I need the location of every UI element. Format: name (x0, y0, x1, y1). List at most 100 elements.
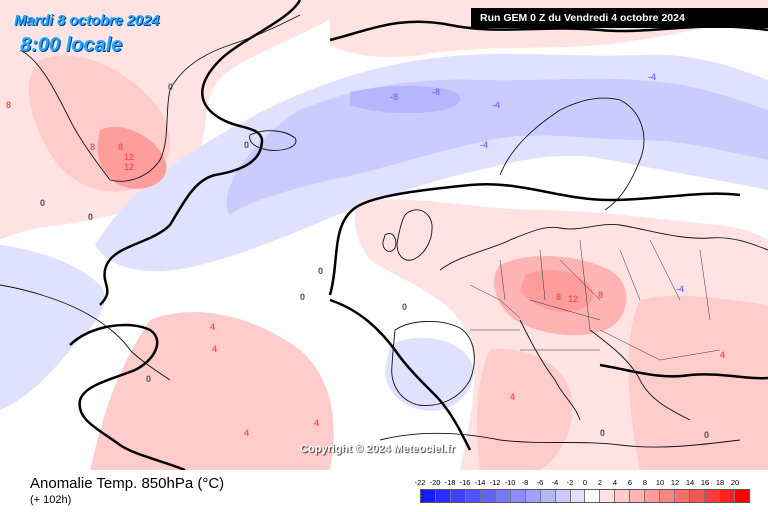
contour-value-label: 8 (90, 142, 95, 152)
color-scale-bin (540, 490, 556, 502)
contour-value-label: 0 (244, 140, 249, 150)
forecast-lead-time: (+ 102h) (30, 494, 72, 506)
cold-anomaly-scandinavia (226, 78, 768, 215)
color-scale-bin (585, 490, 601, 502)
contour-value-label: -8 (390, 92, 398, 102)
color-scale-bin (645, 490, 661, 502)
forecast-local-time: 8:00 locale (20, 34, 123, 56)
contour-value-label: 0 (318, 266, 323, 276)
legend-tick-label: 12 (670, 478, 680, 487)
color-scale-bar (420, 489, 750, 503)
color-scale-bin (570, 490, 586, 502)
contour-value-label: 4 (720, 350, 725, 360)
warm-anomaly-alps-core (520, 269, 594, 312)
color-scale-bin (705, 490, 721, 502)
color-scale-bin (495, 490, 511, 502)
contour-value-label: 0 (600, 428, 605, 438)
cold-anomaly-iberia (385, 337, 474, 411)
coastline-scandinavia (499, 97, 645, 211)
coastline-italy (519, 319, 581, 421)
contour-value-label: 8 (118, 142, 123, 152)
contour-value-label: 0 (704, 430, 709, 440)
contour-value-label: 8 (556, 292, 561, 302)
zero-contour-north (99, 0, 302, 306)
coastline-iberia (391, 320, 475, 406)
coastline-balkans (589, 329, 691, 421)
map-title: Anomalie Temp. 850hPa (°C) (30, 475, 225, 492)
contour-value-label: 0 (40, 198, 45, 208)
color-scale-bin (421, 490, 436, 502)
contour-value-label: 4 (244, 428, 249, 438)
legend-tick-label: 16 (700, 478, 710, 487)
color-scale-bin (735, 490, 749, 502)
cold-anomaly-west (0, 245, 105, 410)
coastline-iceland (249, 130, 297, 151)
zero-contour-east (599, 363, 768, 380)
coastlines (0, 14, 768, 448)
warm-anomaly-greenland-core (97, 126, 167, 189)
color-scale-bin (630, 490, 646, 502)
coastline-north-america (0, 284, 171, 381)
legend-tick-label: -16 (459, 478, 471, 487)
legend-tick-labels: -22 -20 -18 -16 -14 -12 -10 -8 -6 -4 -2 0 2 4 6 8 10 12 14… (414, 478, 750, 488)
legend-tick-label: -22 (414, 478, 426, 487)
warm-anomaly-east (628, 295, 768, 470)
border-lines-a (469, 239, 711, 331)
legend-tick-label: 20 (730, 478, 740, 487)
coastline-continent (439, 223, 768, 271)
model-run-banner: Run GEM 0 Z du Vendredi 4 octobre 2024 (471, 8, 768, 28)
contour-value-label: 4 (510, 392, 515, 402)
color-scale-bin (450, 490, 466, 502)
border-lines-b (470, 299, 721, 361)
legend-panel: Anomalie Temp. 850hPa (°C) (+ 102h) -22-… (0, 470, 768, 512)
color-scale-bin (465, 490, 481, 502)
color-scale-bin (555, 490, 571, 502)
color-scale-bin (525, 490, 541, 502)
borders (469, 239, 721, 361)
contour-value-label: 0 (146, 374, 151, 384)
legend-tick-label: -10 (504, 478, 516, 487)
color-scale-bin (480, 490, 496, 502)
copyright-notice: Copyright © 2024 Meteociel.fr (300, 443, 455, 455)
legend-tick-label: -20 (429, 478, 441, 487)
legend-tick-label: 4 (612, 478, 618, 487)
color-scale-bin (675, 490, 691, 502)
zero-contour-west (69, 323, 186, 470)
contour-value-label: 8 (6, 100, 11, 110)
contour-value-label: 4 (212, 344, 217, 354)
legend-tick-label: 10 (655, 478, 665, 487)
contour-value-label: 8 (598, 290, 603, 300)
contour-value-label: 0 (88, 212, 93, 222)
contour-value-label: -4 (492, 100, 500, 110)
legend-tick-label: -18 (444, 478, 456, 487)
contour-value-label: 4 (210, 322, 215, 332)
contour-value-label: 12 (568, 294, 578, 304)
anomaly-map: 8 8 8 12 12 -8 -8 -4 -4 -4 -4 4 4 4 4 4 … (0, 0, 768, 470)
cold-anomaly-core (350, 86, 461, 114)
legend-tick-label: 18 (715, 478, 725, 487)
color-scale-bin (435, 490, 451, 502)
legend-tick-label: 6 (627, 478, 633, 487)
coastline-greenland (19, 14, 301, 182)
forecast-date: Mardi 8 octobre 2024 (14, 12, 160, 29)
color-scale-bin (510, 490, 526, 502)
coastline-north-africa (379, 432, 741, 448)
contour-value-label: -8 (432, 87, 440, 97)
legend-tick-label: 8 (642, 478, 648, 487)
color-scale-bin (690, 490, 706, 502)
contour-value-label: 12 (124, 152, 134, 162)
contour-value-label: 0 (168, 82, 173, 92)
legend-tick-label: -14 (474, 478, 486, 487)
legend-tick-label: 14 (685, 478, 695, 487)
contour-value-label: 4 (314, 418, 319, 428)
color-scale-bin (720, 490, 736, 502)
legend-tick-label: -8 (521, 478, 529, 487)
contour-value-label: -4 (676, 284, 684, 294)
contour-value-label: 12 (124, 162, 134, 172)
contour-value-label: 0 (300, 292, 305, 302)
legend-tick-label: 2 (597, 478, 603, 487)
color-scale-bin (600, 490, 616, 502)
contour-labels: 8 8 8 12 12 -8 -8 -4 -4 -4 -4 4 4 4 4 4 … (6, 72, 725, 440)
zero-contour-iberia (329, 298, 472, 451)
